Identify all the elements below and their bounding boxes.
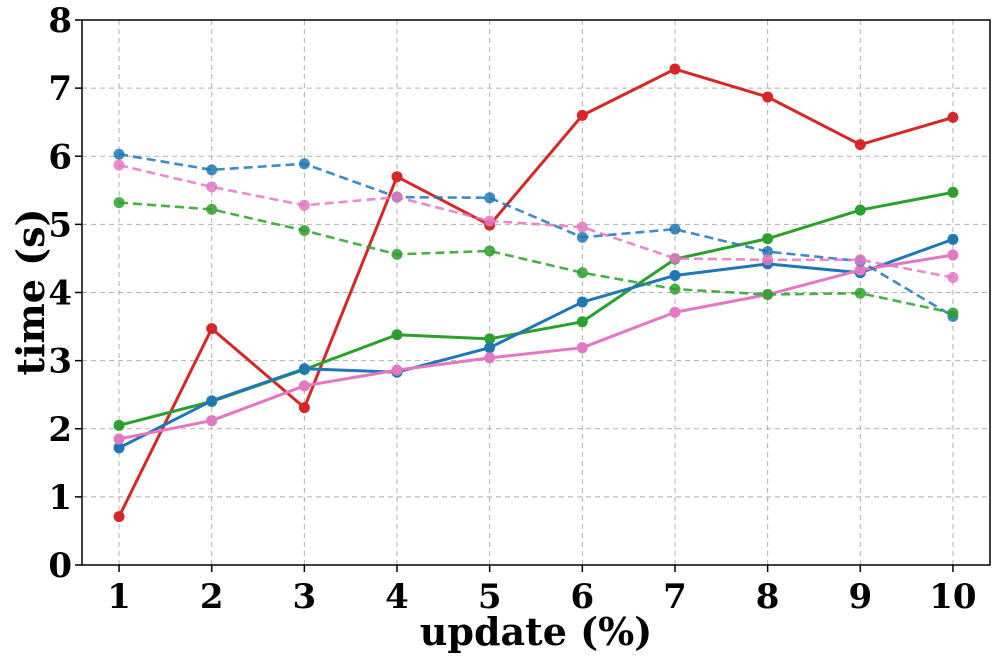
data-point xyxy=(113,433,125,445)
data-point xyxy=(762,246,774,258)
data-point xyxy=(484,352,496,364)
data-point xyxy=(298,199,310,211)
data-point xyxy=(206,181,218,193)
x-tick-label: 7 xyxy=(663,577,687,617)
data-point xyxy=(113,442,125,454)
data-point xyxy=(113,511,125,523)
x-tick-label: 2 xyxy=(200,577,224,617)
data-point xyxy=(576,231,588,243)
data-point xyxy=(391,191,403,203)
x-tick-label: 4 xyxy=(385,577,409,617)
data-point xyxy=(484,215,496,227)
series-layer xyxy=(113,63,959,523)
data-point xyxy=(206,395,218,407)
series-line xyxy=(118,163,954,279)
y-tick-label: 7 xyxy=(48,69,72,109)
data-point xyxy=(113,197,125,209)
x-tick-label: 5 xyxy=(478,577,502,617)
data-point xyxy=(669,63,681,75)
y-tick-label: 5 xyxy=(48,205,72,245)
data-point xyxy=(298,380,310,392)
data-point xyxy=(762,91,774,103)
data-point xyxy=(484,333,496,345)
series-5 xyxy=(113,159,959,284)
data-point xyxy=(947,111,959,123)
series-2 xyxy=(113,233,959,454)
data-point xyxy=(576,221,588,233)
y-tick-label: 1 xyxy=(48,478,72,518)
data-point xyxy=(669,306,681,318)
data-point xyxy=(298,225,310,237)
data-point xyxy=(391,248,403,260)
data-point xyxy=(113,159,125,171)
series-line xyxy=(117,67,954,518)
x-tick-label: 10 xyxy=(929,577,976,617)
data-point xyxy=(854,254,866,266)
data-point xyxy=(484,342,496,354)
data-point xyxy=(206,164,218,176)
series-6 xyxy=(113,197,959,319)
y-tick-label: 4 xyxy=(48,274,72,314)
data-point xyxy=(298,402,310,414)
data-point xyxy=(762,233,774,245)
data-point xyxy=(576,109,588,121)
data-point xyxy=(576,316,588,328)
data-point xyxy=(576,342,588,354)
data-point xyxy=(206,323,218,335)
data-point xyxy=(298,158,310,170)
data-point xyxy=(947,249,959,261)
data-point xyxy=(391,171,403,183)
data-point xyxy=(484,192,496,204)
data-point xyxy=(206,415,218,427)
y-tick-label: 2 xyxy=(48,410,72,450)
x-axis-label: update (%) xyxy=(420,609,652,654)
y-tick-label: 8 xyxy=(48,1,72,41)
y-tick-label: 0 xyxy=(48,546,72,586)
x-tick-label: 1 xyxy=(107,577,131,617)
data-point xyxy=(669,283,681,295)
series-3 xyxy=(113,249,959,445)
data-point xyxy=(669,269,681,281)
data-point xyxy=(113,148,125,160)
data-point xyxy=(391,329,403,341)
x-tick-label: 3 xyxy=(293,577,317,617)
data-point xyxy=(206,203,218,215)
data-point xyxy=(854,287,866,299)
data-point xyxy=(947,272,959,284)
data-point xyxy=(113,419,125,431)
data-point xyxy=(947,186,959,198)
data-point xyxy=(298,363,310,375)
y-tick-label: 6 xyxy=(48,137,72,177)
data-point xyxy=(391,364,403,376)
data-point xyxy=(762,289,774,301)
data-point xyxy=(762,254,774,266)
data-point xyxy=(854,264,866,276)
data-point xyxy=(669,252,681,264)
data-point xyxy=(576,267,588,279)
series-line xyxy=(118,152,954,318)
data-point xyxy=(947,233,959,245)
x-tick-label: 9 xyxy=(848,577,872,617)
data-point xyxy=(947,307,959,319)
data-point xyxy=(576,296,588,308)
data-point xyxy=(669,223,681,235)
series-4 xyxy=(113,148,959,322)
series-line xyxy=(118,237,954,450)
y-tick-label: 3 xyxy=(48,342,72,382)
series-line xyxy=(118,201,954,315)
x-tick-label: 8 xyxy=(756,577,780,617)
data-point xyxy=(484,245,496,257)
series-line xyxy=(118,253,954,441)
data-point xyxy=(854,139,866,151)
x-tick-label: 6 xyxy=(570,577,594,617)
y-axis-label: time (s) xyxy=(8,209,53,376)
data-point xyxy=(854,204,866,216)
